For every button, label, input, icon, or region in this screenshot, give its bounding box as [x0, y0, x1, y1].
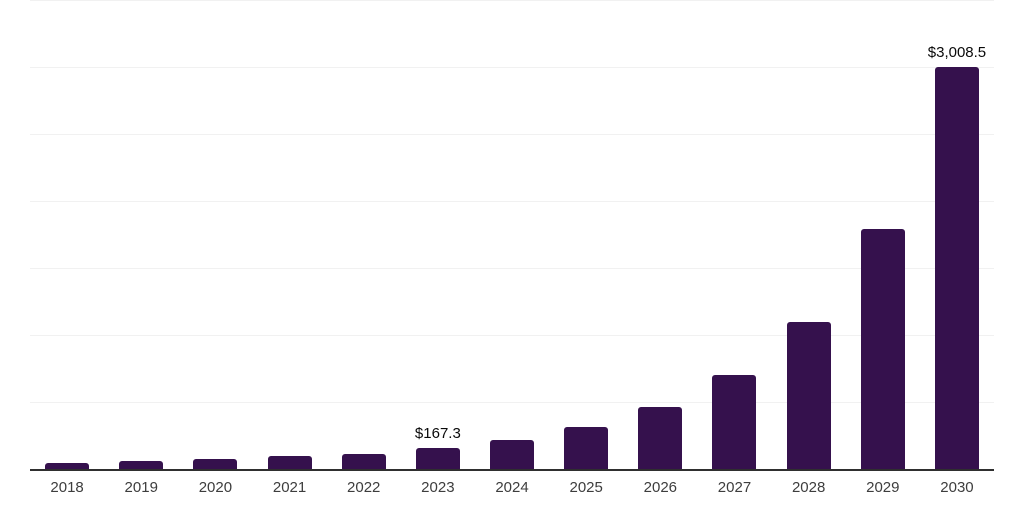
bar-2018	[45, 462, 90, 470]
bar-slot-2019	[104, 1, 178, 470]
x-tick-label-2030: 2030	[940, 479, 974, 496]
bar-2021	[267, 456, 312, 470]
bar-slot-2030: $3,008.5	[920, 1, 994, 470]
x-tick-label-2024: 2024	[495, 479, 529, 496]
bar-slot-2026	[623, 1, 697, 470]
data-label-2023: $167.3	[414, 424, 461, 442]
x-axis-line	[30, 469, 994, 471]
x-tick-label-2027: 2027	[717, 479, 752, 496]
bar-slot-2023: $167.3	[401, 1, 475, 470]
plot-area: $167.3 $3,008.5	[30, 0, 994, 471]
bar-2028	[786, 321, 831, 470]
bar-slot-2024	[475, 1, 549, 470]
x-tick-label-2025: 2025	[569, 479, 603, 496]
bar-2019	[119, 461, 164, 470]
bar-slot-2027	[697, 1, 771, 470]
x-tick-label-2020: 2020	[198, 479, 233, 496]
bar-2030: $3,008.5	[928, 44, 986, 470]
gridline-3000	[30, 67, 994, 68]
bar-slot-2018	[30, 1, 104, 470]
bar-slot-2021	[252, 1, 326, 470]
bar-2029	[860, 228, 905, 470]
bar-slot-2025	[549, 1, 623, 470]
bar-slot-2029	[846, 1, 920, 470]
x-tick-label-2023: 2023	[421, 479, 455, 496]
bars-row: $167.3 $3,008.5	[30, 1, 994, 470]
x-tick-label-2029: 2029	[866, 479, 900, 496]
gridline-2500	[30, 134, 994, 135]
x-tick-label-2019: 2019	[124, 479, 158, 496]
bar-slot-2028	[772, 1, 846, 470]
bar-slot-2022	[327, 1, 401, 470]
bar-2020	[193, 458, 238, 470]
gridline-500	[30, 402, 994, 403]
bar-2026	[638, 407, 683, 470]
x-tick-label-2021: 2021	[272, 479, 307, 496]
x-tick-label-2026: 2026	[643, 479, 678, 496]
bar-2023: $167.3	[415, 425, 461, 470]
x-axis-labels: 2018 2019 2020 2021 2022 2023 2024 2025 2026 2027…	[30, 470, 994, 512]
bar-2027	[712, 374, 757, 470]
bar-slot-2020	[178, 1, 252, 470]
bar-2025	[564, 427, 609, 470]
x-tick-label-2022: 2022	[347, 479, 381, 496]
gridline-1000	[30, 335, 994, 336]
bar-2022	[341, 454, 386, 470]
gridline-1500	[30, 268, 994, 269]
gridline-2000	[30, 201, 994, 202]
x-tick-label-2018: 2018	[50, 479, 84, 496]
gridline-3500	[30, 0, 994, 1]
bar-2024	[490, 439, 535, 470]
data-label-2030: $3,008.5	[927, 43, 987, 61]
x-tick-label-2028: 2028	[791, 479, 826, 496]
